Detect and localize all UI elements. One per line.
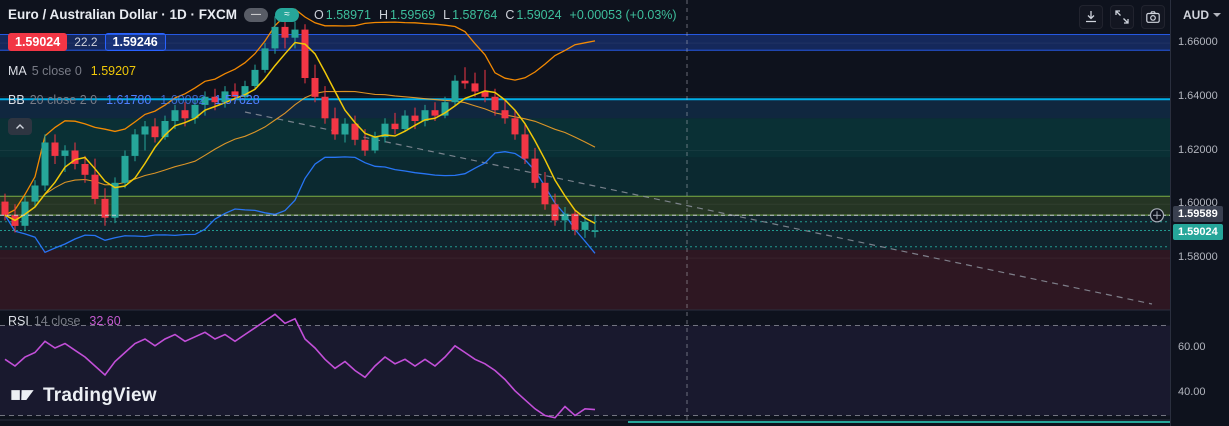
rsi-axis-label: 60.00 — [1178, 341, 1206, 353]
candles-layer[interactable] — [1, 14, 599, 238]
rsi-value: 32.60 — [89, 314, 121, 328]
ma-legend-row[interactable]: MA 5 close 0 1.59207 — [8, 64, 136, 78]
tradingview-logo-text: TradingView — [43, 384, 157, 406]
bb-upper-value: 1.61780 — [106, 93, 152, 107]
minimize-pill-icon[interactable]: — — [244, 7, 269, 22]
download-button[interactable] — [1079, 5, 1103, 29]
bb-name: BB — [8, 93, 25, 107]
camera-icon — [1146, 11, 1160, 23]
price-line-target-icon[interactable] — [1149, 208, 1165, 223]
collapsed-pane-line[interactable] — [628, 421, 1170, 423]
change-value: +0.00053 (+0.03%) — [569, 7, 677, 22]
price-zones — [0, 34, 1170, 311]
rsi-name: RSI — [8, 314, 29, 328]
price-line-badge[interactable]: 1.59589 — [1173, 206, 1223, 222]
price-lines[interactable] — [0, 214, 1170, 231]
collapse-legend-button[interactable] — [8, 118, 32, 135]
tradingview-logo-icon — [11, 390, 34, 400]
download-icon — [1086, 11, 1096, 23]
trendline[interactable] — [244, 111, 1153, 305]
bb-legend-row[interactable]: BB 20 close 2 0 1.61780 1.60082 1.57628 — [8, 93, 260, 107]
close-label: C — [505, 7, 515, 22]
open-value: 1.58971 — [325, 7, 371, 22]
chevron-up-icon — [16, 123, 24, 129]
low-label: L — [443, 7, 451, 22]
ma-name: MA — [8, 64, 27, 78]
ma-params: 5 close 0 — [31, 64, 82, 78]
buy-price-button[interactable]: 1.59246 — [104, 33, 166, 51]
bb-lower-value: 1.57628 — [214, 93, 260, 107]
bb-params: 20 close 2 0 — [29, 93, 98, 107]
wave-pill-icon[interactable]: ≈ — [275, 7, 300, 22]
high-label: H — [378, 7, 388, 22]
fullscreen-button[interactable] — [1110, 5, 1134, 29]
candlestick-chart[interactable] — [0, 0, 1170, 426]
chart-toolbar — [1079, 5, 1165, 29]
expand-icon — [1115, 10, 1129, 24]
last-price-badge: 1.59024 — [1173, 224, 1223, 240]
high-value: 1.59569 — [389, 7, 436, 22]
bollinger-bands — [4, 8, 596, 254]
ohlc-readout: O 1.58971 H 1.59569 L 1.58764 C 1.59024 +0.0… — [306, 8, 677, 22]
chevron-down-icon — [1213, 13, 1221, 17]
open-label: O — [314, 7, 324, 22]
sell-price-button[interactable]: 1.59024 — [8, 33, 68, 51]
rsi-axis-label: 40.00 — [1178, 386, 1206, 398]
price-axis[interactable]: AUD 1.59589 1.59024 1.66000 1.64000 1.6200… — [1170, 0, 1229, 426]
rsi-pane[interactable] — [0, 313, 1170, 419]
screenshot-button[interactable] — [1141, 5, 1165, 29]
price-axis-label: 1.62000 — [1178, 144, 1218, 156]
close-value: 1.59024 — [516, 7, 562, 22]
spread-value: 22.2 — [74, 35, 98, 49]
currency-label: AUD — [1183, 8, 1209, 22]
rsi-params: 14 close — [33, 314, 81, 328]
low-value: 1.58764 — [452, 7, 498, 22]
symbol-title[interactable]: Euro / Australian Dollar · 1D · FXCM — [8, 7, 238, 22]
price-axis-label: 1.66000 — [1178, 36, 1218, 48]
quote-row: 1.59024 22.2 1.59246 — [8, 33, 166, 51]
ma5-line — [4, 41, 596, 224]
bb-basis-value: 1.60082 — [160, 93, 206, 107]
rsi-legend-row[interactable]: RSI 14 close 32.60 — [8, 314, 121, 328]
currency-selector[interactable]: AUD — [1183, 8, 1221, 22]
symbol-legend-row: Euro / Australian Dollar · 1D · FXCM — ≈… — [8, 7, 677, 22]
ma-value: 1.59207 — [90, 64, 136, 78]
pane-separators[interactable] — [0, 309, 1170, 421]
price-axis-label: 1.58000 — [1178, 251, 1218, 263]
price-axis-label: 1.64000 — [1178, 90, 1218, 102]
tradingview-logo[interactable]: TradingView — [10, 383, 157, 408]
